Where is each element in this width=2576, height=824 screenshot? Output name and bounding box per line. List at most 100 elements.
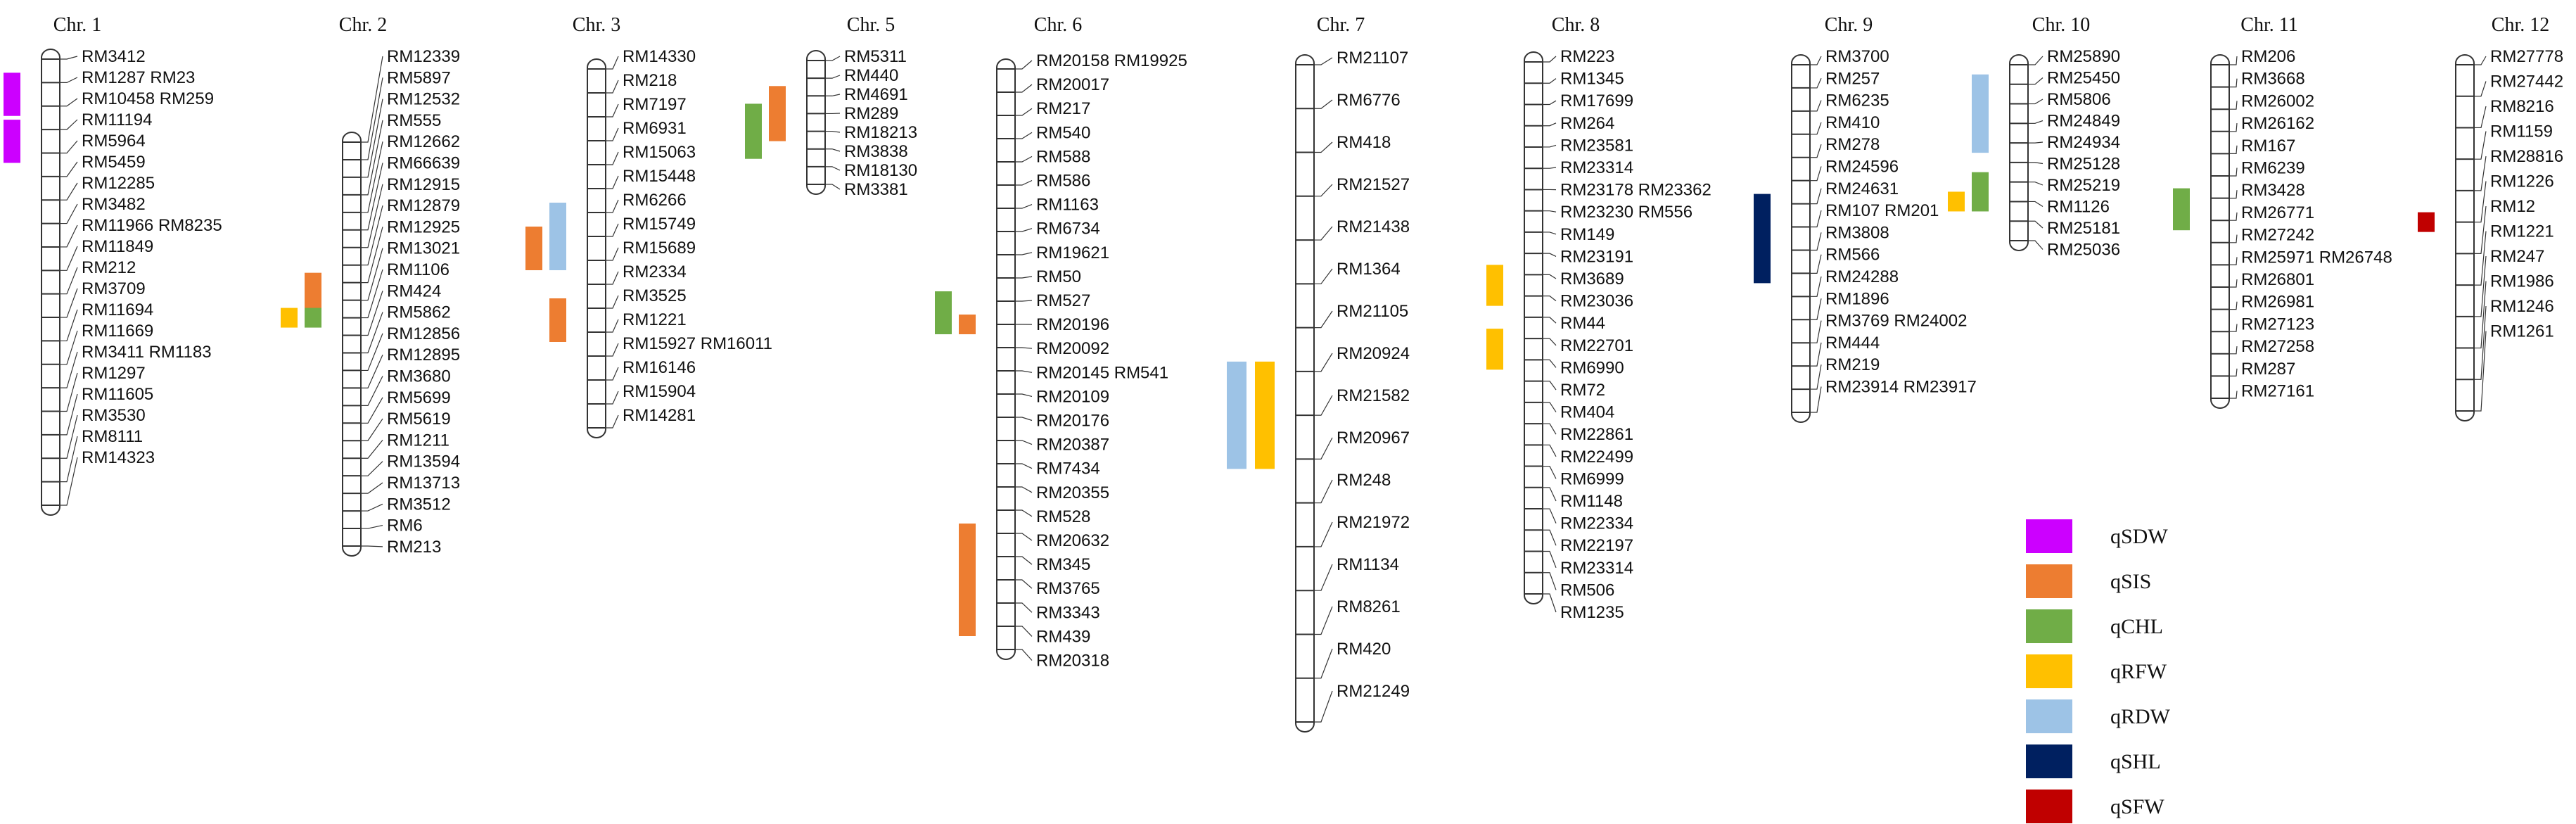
marker-leader bbox=[1810, 188, 1822, 205]
marker-label: RM12662 bbox=[387, 132, 460, 151]
marker-label: RM404 bbox=[1560, 403, 1614, 422]
marker-label: RM44 bbox=[1560, 314, 1605, 333]
marker-leader bbox=[2028, 99, 2043, 105]
marker-leader bbox=[1810, 100, 1822, 112]
marker-label: RM6239 bbox=[2241, 159, 2305, 178]
marker-label: RM11605 bbox=[82, 385, 153, 404]
chromosome-body bbox=[1791, 54, 1811, 423]
marker-leader bbox=[1314, 479, 1333, 504]
marker-leader bbox=[1314, 606, 1333, 635]
legend-label: qRFW bbox=[2110, 660, 2167, 683]
marker-leader bbox=[60, 182, 78, 201]
marker-leader bbox=[60, 77, 78, 83]
marker-label: RM66639 bbox=[387, 154, 460, 173]
marker-leader bbox=[2028, 162, 2043, 165]
marker-label: RM287 bbox=[2241, 360, 2295, 379]
legend-swatch bbox=[2026, 744, 2072, 778]
marker-leader bbox=[361, 269, 383, 319]
marker-label: RM11966 RM8235 bbox=[82, 216, 222, 235]
marker-leader bbox=[2028, 77, 2043, 85]
legend-swatch bbox=[2026, 790, 2072, 823]
legend-item-qrdw: qRDW bbox=[2026, 699, 2171, 733]
marker-label: RM219 bbox=[1825, 355, 1880, 374]
marker-label: RM26002 bbox=[2241, 91, 2314, 110]
marker-leader bbox=[60, 288, 78, 318]
marker-leader bbox=[825, 75, 841, 79]
qtl-legend: qSDW qSIS qCHL qRFW qRDW qSHL qSFW bbox=[2026, 519, 2171, 823]
marker-leader bbox=[2028, 220, 2043, 229]
marker-leader bbox=[2474, 181, 2487, 223]
marker-label: RM8216 bbox=[2490, 97, 2554, 116]
marker-label: RM1364 bbox=[1337, 260, 1401, 279]
marker-label: RM1345 bbox=[1560, 70, 1624, 89]
marker-label: RM555 bbox=[387, 111, 441, 130]
marker-label: RM20109 bbox=[1036, 387, 1109, 406]
marker-leader bbox=[60, 224, 78, 248]
marker-leader bbox=[2028, 240, 2043, 250]
marker-label: RM27258 bbox=[2241, 337, 2314, 356]
marker-leader bbox=[1543, 56, 1557, 63]
marker-label: RM23191 bbox=[1560, 247, 1633, 266]
marker-label: RM14323 bbox=[82, 448, 155, 467]
marker-leader bbox=[60, 457, 78, 506]
legend-item-qchl: qCHL bbox=[2026, 609, 2163, 643]
marker-label: RM20967 bbox=[1337, 429, 1410, 448]
marker-label: RM15927 RM16011 bbox=[623, 334, 772, 353]
marker-label: RM1261 bbox=[2490, 322, 2554, 341]
marker-leader bbox=[1015, 228, 1033, 232]
marker-label: RM1221 bbox=[2490, 222, 2554, 241]
marker-label: RM15448 bbox=[623, 167, 696, 186]
marker-leader bbox=[361, 418, 383, 441]
marker-label: RM3381 bbox=[844, 180, 908, 199]
marker-label: RM3512 bbox=[387, 495, 451, 514]
marker-label: RM16146 bbox=[623, 358, 696, 377]
marker-leader bbox=[606, 127, 619, 141]
marker-leader bbox=[1314, 184, 1333, 197]
qtl-bar-qrdw bbox=[1227, 361, 1246, 469]
marker-leader bbox=[361, 141, 383, 213]
marker-leader bbox=[2474, 81, 2487, 97]
marker-label: RM10458 RM259 bbox=[82, 89, 214, 108]
marker-leader bbox=[1314, 437, 1333, 460]
marker-label: RM3343 bbox=[1036, 603, 1100, 622]
marker-label: RM3838 bbox=[844, 142, 908, 161]
legend-swatch bbox=[2026, 654, 2072, 688]
marker-label: RM223 bbox=[1560, 47, 1614, 66]
marker-leader bbox=[1015, 179, 1033, 186]
marker-leader bbox=[606, 247, 619, 261]
marker-label: RM439 bbox=[1036, 627, 1090, 646]
marker-label: RM3668 bbox=[2241, 70, 2305, 89]
marker-label: RM1126 bbox=[2047, 198, 2110, 217]
qtl-bar-qrfw bbox=[1948, 191, 1965, 212]
marker-label: RM1221 bbox=[623, 310, 687, 329]
marker-label: RM444 bbox=[1825, 334, 1880, 353]
marker-leader bbox=[1314, 353, 1333, 372]
marker-leader bbox=[1015, 556, 1033, 565]
marker-leader bbox=[825, 148, 841, 152]
marker-leader bbox=[2028, 182, 2043, 186]
marker-label: RM13713 bbox=[387, 474, 460, 493]
marker-label: RM21582 bbox=[1337, 386, 1410, 405]
marker-leader bbox=[60, 309, 78, 342]
marker-label: RM345 bbox=[1036, 555, 1090, 574]
marker-label: RM50 bbox=[1036, 267, 1081, 286]
marker-label: RM24596 bbox=[1825, 158, 1899, 177]
marker-label: RM14281 bbox=[623, 406, 696, 425]
marker-leader bbox=[361, 99, 383, 178]
marker-leader bbox=[60, 98, 78, 107]
marker-label: RM8111 bbox=[82, 427, 143, 446]
legend-swatch bbox=[2026, 519, 2072, 553]
marker-leader bbox=[1015, 252, 1033, 255]
marker-leader bbox=[1810, 254, 1822, 274]
legend-label: qSDW bbox=[2110, 525, 2168, 548]
marker-leader bbox=[1015, 300, 1033, 302]
marker-leader bbox=[606, 271, 619, 285]
marker-label: RM27161 bbox=[2241, 382, 2314, 401]
chromosome-title: Chr. 9 bbox=[1825, 14, 1873, 36]
chromosome-group: Chr. 1 RM3412 RM1287 RM23 RM10458 RM259 RM11… bbox=[4, 14, 2563, 733]
marker-leader bbox=[1543, 167, 1557, 169]
qtl-bar-qrfw bbox=[1486, 265, 1503, 306]
marker-leader bbox=[1543, 465, 1557, 479]
marker-label: RM21972 bbox=[1337, 513, 1410, 532]
